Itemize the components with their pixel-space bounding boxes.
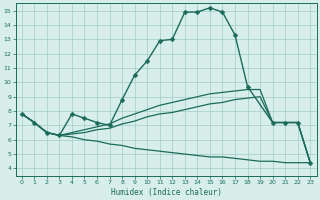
X-axis label: Humidex (Indice chaleur): Humidex (Indice chaleur) (110, 188, 221, 197)
